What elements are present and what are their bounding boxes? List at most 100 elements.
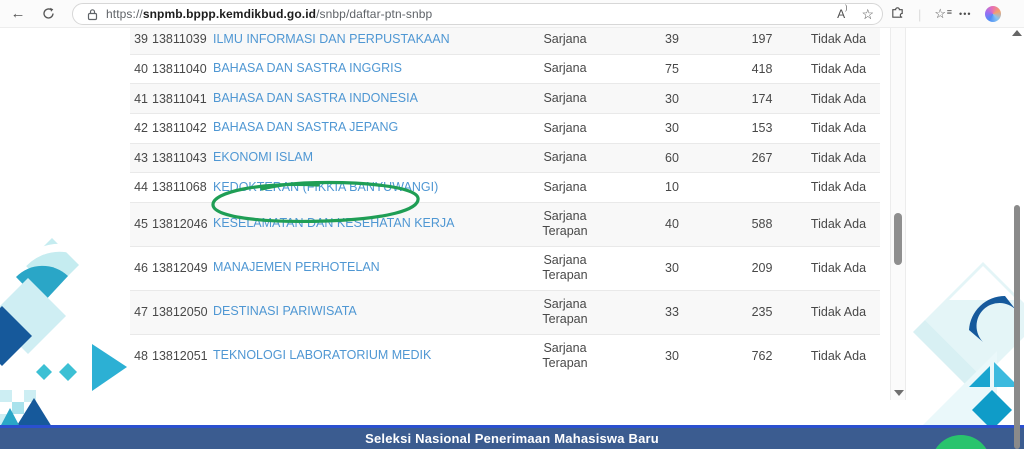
right-decoration-shapes — [913, 262, 1024, 430]
program-name-link[interactable]: BAHASA DAN SASTRA INDONESIA — [213, 90, 418, 105]
page-scroll-up-arrow-icon[interactable] — [1012, 30, 1022, 36]
degree-cell: Sarjana Terapan — [513, 209, 617, 239]
degree-cell: Sarjana — [513, 150, 617, 165]
applicants-cell: 153 — [751, 121, 773, 136]
scroll-down-arrow-icon[interactable] — [894, 390, 904, 396]
applicants-cell: 418 — [751, 61, 773, 76]
extensions-icon[interactable] — [890, 4, 905, 24]
table-row: 39 13811039 ILMU INFORMASI DAN PERPUSTAK… — [130, 28, 880, 55]
quota-cell: 39 — [665, 32, 679, 47]
favorite-star-icon[interactable]: ☆ — [861, 5, 874, 22]
program-code-cell: 13812049 — [152, 261, 208, 276]
applicants-cell: 235 — [751, 305, 773, 320]
status-cell: Tidak Ada — [810, 261, 867, 276]
page-scrollbar-thumb[interactable] — [1014, 205, 1020, 449]
program-table-card: 39 13811039 ILMU INFORMASI DAN PERPUSTAK… — [130, 28, 880, 376]
applicants-cell: 174 — [751, 91, 773, 106]
program-code-cell: 13811041 — [152, 91, 207, 106]
table-scrollbar-track[interactable] — [890, 28, 906, 400]
program-code-cell: 13811040 — [152, 61, 207, 76]
address-bar[interactable]: https://snpmb.bppp.kemdikbud.go.id/snbp/… — [72, 3, 883, 25]
read-aloud-letter: A — [837, 7, 846, 21]
degree-cell: Sarjana — [513, 180, 617, 195]
table-row: 45 13812046 KESELAMATAN DAN KESEHATAN KE… — [130, 202, 880, 247]
back-arrow-glyph: ← — [10, 5, 26, 22]
program-name-link[interactable]: BAHASA DAN SASTRA JEPANG — [213, 120, 399, 135]
degree-text: Sarjana Terapan — [542, 209, 588, 239]
program-code-cell: 13812050 — [152, 305, 208, 320]
row-number-cell: 46 — [134, 261, 148, 276]
degree-cell: Sarjana Terapan — [513, 253, 617, 283]
url-path: /snbp/daftar-ptn-snbp — [316, 7, 433, 21]
quota-cell: 40 — [665, 217, 679, 232]
table-row: 48 13812051 TEKNOLOGI LABORATORIUM MEDIK… — [130, 334, 880, 376]
row-number-cell: 48 — [134, 349, 148, 364]
degree-cell: Sarjana — [513, 121, 617, 136]
program-name-link[interactable]: DESTINASI PARIWISATA — [213, 304, 357, 319]
status-cell: Tidak Ada — [810, 349, 867, 364]
degree-cell: Sarjana Terapan — [513, 297, 617, 327]
copilot-icon[interactable] — [984, 6, 1001, 22]
applicants-cell: 197 — [751, 32, 773, 47]
back-icon[interactable]: ← — [6, 3, 30, 25]
refresh-glyph — [42, 7, 54, 19]
applicants-cell: 209 — [751, 261, 773, 276]
left-decoration-shapes — [0, 238, 127, 427]
status-cell: Tidak Ada — [810, 91, 867, 106]
program-name-link[interactable]: KEDOKTERAN (FIKKIA BANYUWANGI) — [213, 179, 439, 194]
favorites-bar-icon[interactable]: ☆ ≡ — [934, 6, 952, 22]
row-number-cell: 47 — [134, 305, 148, 320]
lock-icon[interactable] — [87, 8, 98, 21]
program-name-link[interactable]: TEKNOLOGI LABORATORIUM MEDIK — [213, 348, 432, 363]
degree-text: Sarjana — [543, 120, 587, 135]
quota-cell: 30 — [665, 261, 679, 276]
applicants-cell: 267 — [751, 150, 773, 165]
table-row: 43 13811043 EKONOMI ISLAM Sarjana 60 267… — [130, 143, 880, 174]
degree-text: Sarjana — [543, 61, 587, 76]
degree-cell: Sarjana — [513, 32, 617, 47]
program-name-link[interactable]: EKONOMI ISLAM — [213, 150, 314, 164]
program-name-link[interactable]: KESELAMATAN DAN KESEHATAN KERJA — [213, 216, 455, 231]
settings-more-icon[interactable]: ••• — [959, 9, 972, 19]
program-name-link[interactable]: BAHASA DAN SASTRA INGGRIS — [213, 61, 402, 76]
refresh-icon[interactable] — [36, 3, 60, 25]
program-name-link[interactable]: ILMU INFORMASI DAN PERPUSTAKAAN — [213, 31, 450, 46]
footer-bar: Seleksi Nasional Penerimaan Mahasiswa Ba… — [0, 425, 1024, 449]
degree-text: Sarjana Terapan — [542, 253, 588, 283]
program-code-cell: 13811039 — [152, 32, 207, 47]
degree-text: Sarjana — [543, 91, 587, 106]
url-domain: snpmb.bppp.kemdikbud.go.id — [142, 7, 317, 21]
row-number-cell: 42 — [134, 121, 148, 136]
row-number-cell: 40 — [134, 61, 148, 76]
quota-cell: 10 — [665, 180, 679, 195]
program-table-body: 39 13811039 ILMU INFORMASI DAN PERPUSTAK… — [130, 28, 880, 376]
degree-text: Sarjana — [543, 150, 587, 165]
quota-cell: 33 — [665, 305, 679, 320]
program-code-cell: 13812051 — [152, 349, 208, 364]
degree-text: Sarjana Terapan — [542, 341, 588, 371]
toolbar-divider: | — [918, 6, 922, 22]
table-scrollbar-thumb[interactable] — [894, 213, 902, 265]
table-row: 41 13811041 BAHASA DAN SASTRA INDONESIA … — [130, 84, 880, 114]
degree-cell: Sarjana Terapan — [513, 341, 617, 371]
applicants-cell: 762 — [751, 349, 773, 364]
table-row: 46 13812049 MANAJEMEN PERHOTELAN Sarjana… — [130, 246, 880, 291]
quota-cell: 75 — [665, 61, 679, 76]
quota-cell: 60 — [665, 150, 679, 165]
program-code-cell: 13811043 — [152, 150, 207, 165]
row-number-cell: 39 — [134, 32, 148, 47]
favorites-star-glyph: ☆ — [934, 6, 947, 21]
status-cell: Tidak Ada — [810, 61, 867, 76]
program-name-link[interactable]: MANAJEMEN PERHOTELAN — [213, 260, 380, 275]
read-aloud-mark: ) — [845, 5, 848, 12]
applicants-cell: 588 — [751, 217, 773, 232]
url-scheme: https:// — [106, 7, 143, 21]
row-number-cell: 44 — [134, 180, 148, 195]
table-row: 40 13811040 BAHASA DAN SASTRA INGGRIS Sa… — [130, 54, 880, 85]
table-row: 44 13811068 KEDOKTERAN (FIKKIA BANYUWANG… — [130, 173, 880, 203]
read-aloud-icon[interactable]: A) — [837, 5, 848, 21]
program-code-cell: 13812046 — [152, 217, 208, 232]
degree-text: Sarjana — [543, 179, 587, 194]
status-cell: Tidak Ada — [810, 217, 867, 232]
floating-help-button[interactable] — [931, 435, 991, 449]
